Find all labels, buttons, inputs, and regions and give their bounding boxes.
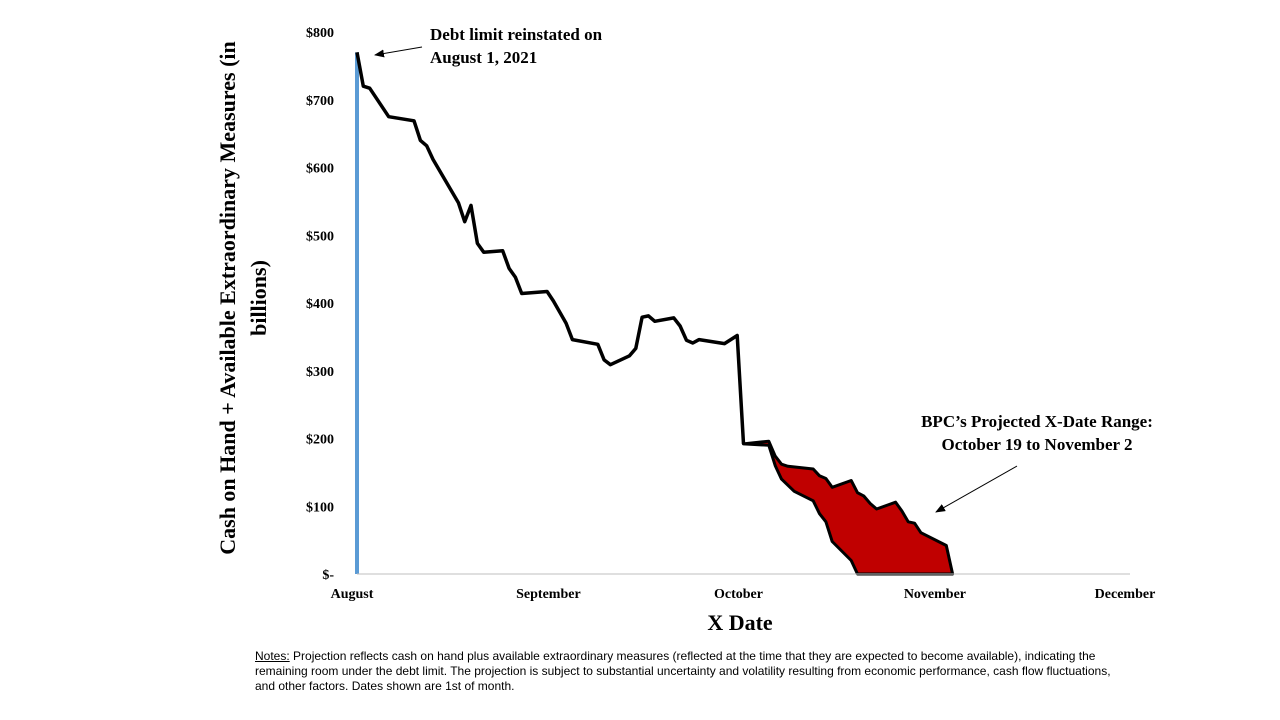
chart: $- $100 $200 $300 $400 $500 $600 $700 $800 Augus… bbox=[215, 25, 1156, 635]
y-axis-title: Cash on Hand + Available Extraordinary M… bbox=[215, 41, 271, 555]
x-tick-label: November bbox=[904, 587, 966, 602]
y-tick-label: $700 bbox=[306, 94, 334, 109]
projected-x-date-range-area bbox=[742, 439, 955, 576]
cash-line-series bbox=[355, 51, 746, 445]
x-tick-label: October bbox=[714, 587, 763, 602]
notes-text: Projection reflects cash on hand plus av… bbox=[255, 649, 1111, 693]
x-axis-title: X Date bbox=[707, 610, 773, 635]
y-tick-label: $200 bbox=[306, 433, 334, 448]
y-tick-label: $400 bbox=[306, 297, 334, 312]
y-tick-label: $800 bbox=[306, 26, 334, 41]
x-axis-ticks: August September October November December bbox=[331, 587, 1156, 602]
notes-label: Notes: bbox=[255, 649, 290, 663]
y-tick-label: $- bbox=[322, 568, 334, 583]
y-tick-label: $600 bbox=[306, 162, 334, 177]
y-axis-ticks: $- $100 $200 $300 $400 $500 $600 $700 $800 bbox=[306, 26, 334, 583]
annotation-x-date-range-line-2: October 19 to November 2 bbox=[941, 435, 1132, 454]
x-tick-label: September bbox=[516, 587, 581, 602]
annotation-debt-limit-arrow bbox=[374, 46, 423, 58]
annotation-debt-limit-line-1: Debt limit reinstated on bbox=[430, 25, 603, 44]
y-tick-label: $500 bbox=[306, 229, 334, 244]
y-tick-label: $100 bbox=[306, 500, 334, 515]
chart-notes: Notes: Projection reflects cash on hand … bbox=[255, 649, 1115, 694]
annotation-x-date-range-arrow bbox=[935, 465, 1018, 513]
y-axis-title-line-1: Cash on Hand + Available Extraordinary M… bbox=[215, 41, 240, 555]
y-tick-label: $300 bbox=[306, 365, 334, 380]
x-tick-label: August bbox=[331, 587, 374, 602]
annotation-x-date-range-line-1: BPC’s Projected X-Date Range: bbox=[921, 412, 1153, 431]
annotation-debt-limit-line-2: August 1, 2021 bbox=[430, 48, 537, 67]
x-tick-label: December bbox=[1095, 587, 1156, 602]
y-axis-title-line-2: billions) bbox=[246, 260, 271, 336]
